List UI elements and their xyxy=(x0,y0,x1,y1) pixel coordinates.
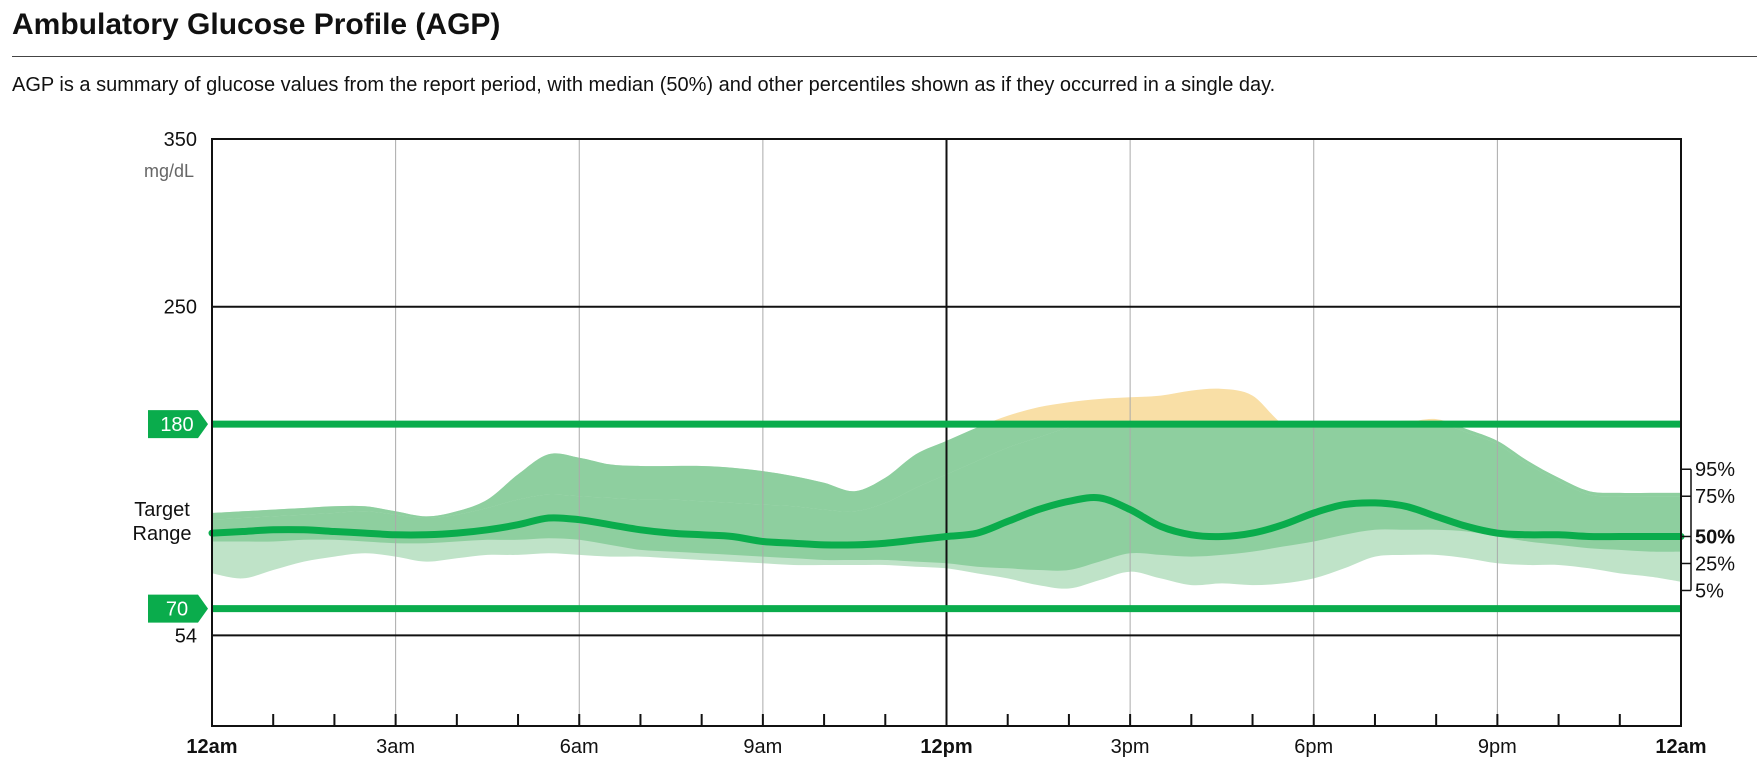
percentile-label-4: 5% xyxy=(1695,580,1724,602)
target-range-label-line2: Range xyxy=(133,523,192,545)
page-title: Ambulatory Glucose Profile (AGP) xyxy=(12,8,501,41)
page-subtitle: AGP is a summary of glucose values from … xyxy=(12,74,1276,96)
y-tick-label-54: 54 xyxy=(175,625,197,647)
x-tick-label-2: 6am xyxy=(560,736,599,758)
target-high-badge-tag xyxy=(148,410,208,439)
band-outer-above-range xyxy=(985,388,1454,425)
y-tick-label-350: 350 xyxy=(164,129,197,151)
x-tick-label-3: 9am xyxy=(743,736,782,758)
x-tick-label-6: 6pm xyxy=(1294,736,1333,758)
percentile-label-3: 25% xyxy=(1695,553,1735,575)
x-tick-label-5: 3pm xyxy=(1111,736,1150,758)
x-tick-label-0: 12am xyxy=(186,736,237,758)
y-unit-label: mg/dL xyxy=(144,161,194,181)
target-low-badge-text: 70 xyxy=(166,599,188,621)
y-tick-label-250: 250 xyxy=(164,297,197,319)
x-tick-label-4: 12pm xyxy=(920,736,972,758)
target-high-badge-text: 180 xyxy=(160,414,193,436)
target-low-badge-tag xyxy=(148,594,208,623)
percentile-label-1: 75% xyxy=(1695,486,1735,508)
percentile-label-0: 95% xyxy=(1695,459,1735,481)
median-line xyxy=(208,494,1685,549)
x-tick-label-7: 9pm xyxy=(1478,736,1517,758)
x-tick-label-1: 3am xyxy=(376,736,415,758)
title-divider xyxy=(12,56,1757,57)
x-tick-label-8: 12am xyxy=(1655,736,1706,758)
percentile-label-2: 50% xyxy=(1695,526,1735,548)
target-range-label-line1: Target xyxy=(134,499,190,521)
